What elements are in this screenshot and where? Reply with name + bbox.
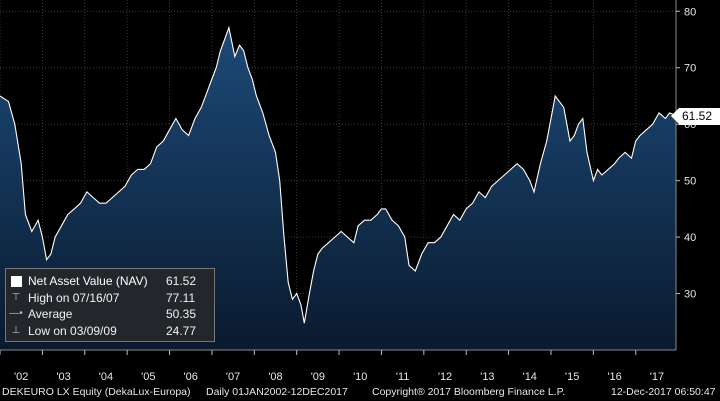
last-value-pointer xyxy=(671,108,679,124)
high-marker-icon: ⊤ xyxy=(11,291,21,303)
timestamp: 12-Dec-2017 06:50:47 xyxy=(611,386,716,398)
chart-footer: DEKEURO LX Equity (DekaLux-Europa) Daily… xyxy=(0,384,720,401)
x-axis-ticks: '02 '03 '04 '05 '06 '07 '08 '09 '10 '11 '12 '13 '14 '… xyxy=(0,350,664,383)
legend-item-nav: Net Asset Value (NAV) 61.52 xyxy=(10,273,210,290)
y-tick-label: 70 xyxy=(684,63,696,75)
legend-item-low: ⊥ Low on 03/09/09 24.77 xyxy=(10,323,210,340)
y-tick-label: 40 xyxy=(684,232,696,244)
legend-value: 50.35 xyxy=(166,307,197,321)
x-tick-label: '15 xyxy=(565,371,579,383)
security-name: DEKEURO LX Equity (DekaLux-Europa) xyxy=(2,386,191,398)
nav-series-line xyxy=(0,25,677,324)
legend-value: 24.77 xyxy=(166,323,197,338)
legend-label: Net Asset Value (NAV) xyxy=(28,274,148,288)
chart-legend: Net Asset Value (NAV) 61.52 ⊤ High on 07… xyxy=(5,268,215,342)
x-tick-label: '17 xyxy=(650,371,664,383)
legend-square-icon xyxy=(10,275,22,287)
copyright-text: Copyright® 2017 Bloomberg Finance L.P. xyxy=(372,386,566,398)
x-tick-label: '11 xyxy=(396,371,410,383)
y-tick-label: 80 xyxy=(684,6,696,18)
x-tick-label: '03 xyxy=(56,371,70,383)
y-tick-label: 30 xyxy=(684,289,696,301)
legend-value: 77.11 xyxy=(166,290,196,305)
low-marker-icon: ⊥ xyxy=(11,324,21,336)
x-tick-label: '06 xyxy=(184,371,198,383)
x-tick-label: '05 xyxy=(141,371,155,383)
last-value-badge: 61.52 xyxy=(679,108,720,125)
x-tick-label: '04 xyxy=(99,371,113,383)
average-marker-icon: —• xyxy=(9,308,23,319)
x-tick-label: '13 xyxy=(480,371,494,383)
legend-value: 61.52 xyxy=(166,274,197,288)
legend-item-average: —• Average 50.35 xyxy=(9,306,210,323)
y-tick-label: 50 xyxy=(684,176,696,188)
x-tick-label: '07 xyxy=(226,371,240,383)
x-tick-label: '08 xyxy=(268,371,282,383)
x-tick-label: '12 xyxy=(438,371,452,383)
legend-item-high: ⊤ High on 07/16/07 77.11 xyxy=(10,290,210,307)
x-tick-label: '14 xyxy=(523,371,537,383)
x-tick-label: '16 xyxy=(607,371,621,383)
x-tick-label: '02 xyxy=(14,371,28,383)
legend-label: Low on 03/09/09 xyxy=(28,323,117,338)
legend-label: Average xyxy=(28,307,73,321)
x-tick-label: '10 xyxy=(353,371,367,383)
date-range: Daily 01JAN2002-12DEC2017 xyxy=(206,386,348,398)
legend-label: High on 07/16/07 xyxy=(28,290,120,305)
x-tick-label: '09 xyxy=(311,371,325,383)
